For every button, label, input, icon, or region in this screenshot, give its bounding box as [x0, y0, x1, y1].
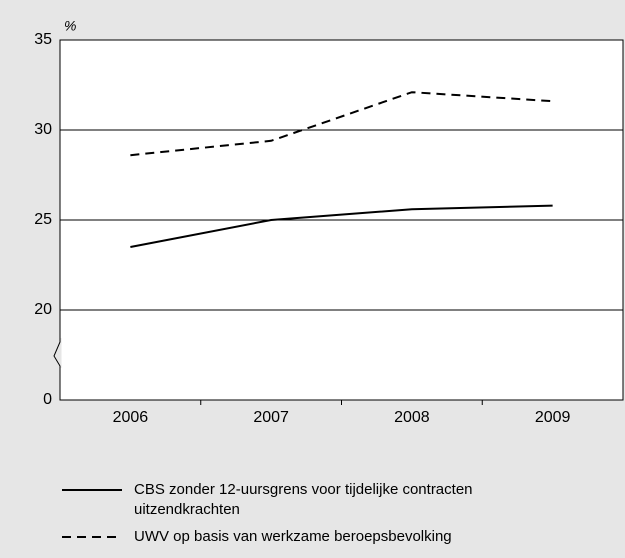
y-unit-label: %: [64, 18, 76, 34]
y-tick-label: 20: [34, 301, 52, 318]
y-tick-label: 0: [43, 391, 52, 408]
x-tick-label: 2006: [113, 409, 149, 426]
axis-break: [53, 338, 61, 370]
y-tick-label: 30: [34, 121, 52, 138]
x-tick-label: 2008: [394, 409, 430, 426]
legend-item: UWV op basis van werkzame beroepsbevolki…: [60, 527, 452, 547]
legend-swatch: [62, 489, 122, 491]
legend-label: CBS zonder 12-uursgrens voor tijdelijke …: [134, 481, 473, 518]
y-tick-label: 25: [34, 211, 52, 228]
x-tick-label: 2009: [535, 409, 571, 426]
legend-swatch: [62, 536, 122, 538]
series-line: [130, 204, 553, 248]
legend-item: CBS zonder 12-uursgrens voor tijdelijke …: [60, 480, 534, 520]
x-tick-label: 2007: [253, 409, 289, 426]
series-line: [130, 91, 553, 157]
legend-label: UWV op basis van werkzame beroepsbevolki…: [134, 528, 452, 545]
y-tick-label: 35: [34, 31, 52, 48]
chart: % 0 20 25 30 35 2006 2007 2008 2009: [34, 18, 624, 426]
